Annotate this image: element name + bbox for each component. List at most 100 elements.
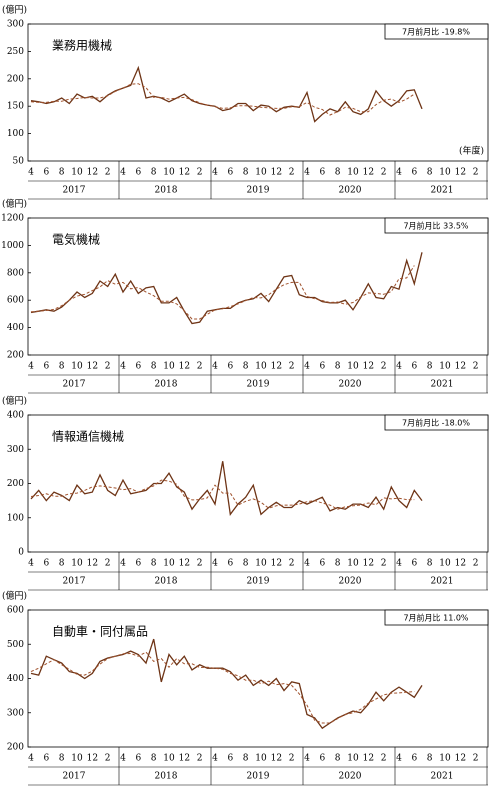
x-tick-label: 8 xyxy=(427,754,433,764)
x-tick-label: 4 xyxy=(120,754,126,764)
year-label: 2021 xyxy=(431,577,454,587)
annotation: 7月前月比 -19.8% xyxy=(402,27,470,37)
x-tick-label: 6 xyxy=(411,168,417,178)
year-label: 2019 xyxy=(247,380,270,390)
y-tick-label: 200 xyxy=(7,479,24,489)
y-tick-label: 1200 xyxy=(1,214,24,224)
x-tick-label: 12 xyxy=(455,559,466,569)
x-tick-label: 2 xyxy=(473,362,479,372)
x-tick-label: 4 xyxy=(120,559,126,569)
x-tick-label: 10 xyxy=(439,559,451,569)
y-tick-label: 500 xyxy=(7,640,24,650)
x-tick-label: 8 xyxy=(59,559,65,569)
x-tick-label: 12 xyxy=(271,362,282,372)
x-tick-label: 2 xyxy=(105,754,111,764)
x-tick-label: 10 xyxy=(163,362,175,372)
year-label: 2020 xyxy=(339,380,362,390)
year-label: 2021 xyxy=(431,772,454,782)
x-tick-label: 6 xyxy=(319,754,325,764)
chart-title: 業務用機械 xyxy=(52,38,112,53)
x-tick-label: 4 xyxy=(396,559,402,569)
x-tick-label: 12 xyxy=(179,559,190,569)
x-tick-label: 2 xyxy=(473,559,479,569)
x-tick-label: 6 xyxy=(227,362,233,372)
x-tick-label: 8 xyxy=(427,362,433,372)
annotation-box xyxy=(384,23,489,40)
y-axis-unit: (億円) xyxy=(2,590,27,602)
x-tick-label: 4 xyxy=(212,168,218,178)
x-tick-label: 10 xyxy=(439,362,451,372)
annotation: 7月前月比 -18.0% xyxy=(402,418,470,428)
chart-title: 電気機械 xyxy=(52,232,100,247)
trend-line xyxy=(30,83,415,116)
annotation-box xyxy=(384,609,489,626)
year-label: 2017 xyxy=(63,186,86,196)
x-tick-label: 12 xyxy=(455,168,466,178)
x-tick-label: 6 xyxy=(43,754,49,764)
x-tick-label: 2 xyxy=(381,362,387,372)
x-tick-label: 10 xyxy=(255,754,267,764)
x-tick-label: 8 xyxy=(151,362,157,372)
x-tick-label: 6 xyxy=(135,362,141,372)
x-tick-label: 2 xyxy=(197,559,203,569)
x-tick-label: 12 xyxy=(363,362,374,372)
y-tick-label: 0 xyxy=(18,548,24,558)
x-tick-label: 12 xyxy=(271,168,282,178)
year-label: 2020 xyxy=(339,186,362,196)
x-tick-label: 10 xyxy=(163,559,175,569)
x-tick-label: 12 xyxy=(455,754,466,764)
y-tick-label: 50 xyxy=(13,157,25,167)
y-tick-label: 300 xyxy=(7,20,24,30)
x-tick-label: 6 xyxy=(227,168,233,178)
year-label: 2019 xyxy=(247,186,270,196)
annotation-box xyxy=(384,217,489,234)
x-tick-label: 8 xyxy=(59,754,65,764)
x-tick-label: 4 xyxy=(120,362,126,372)
x-tick-label: 4 xyxy=(304,559,310,569)
x-tick-label: 4 xyxy=(396,362,402,372)
x-tick-label: 10 xyxy=(347,168,359,178)
y-tick-label: 200 xyxy=(7,351,24,361)
y-tick-label: 200 xyxy=(7,74,24,84)
x-tick-label: 4 xyxy=(212,559,218,569)
x-tick-label: 6 xyxy=(411,754,417,764)
trend-line xyxy=(30,651,415,724)
x-tick-label: 8 xyxy=(151,168,157,178)
chart-title: 自動車・同付属品 xyxy=(52,625,148,639)
x-tick-label: 12 xyxy=(87,168,98,178)
y-tick-label: 1000 xyxy=(1,241,24,251)
x-tick-label: 10 xyxy=(255,559,267,569)
x-tick-label: 8 xyxy=(335,559,341,569)
trend-line xyxy=(30,479,415,510)
x-tick-label: 4 xyxy=(28,362,34,372)
x-tick-label: 12 xyxy=(179,754,190,764)
x-tick-label: 2 xyxy=(289,168,295,178)
x-tick-label: 10 xyxy=(347,362,359,372)
y-tick-label: 100 xyxy=(7,513,24,523)
year-label: 2018 xyxy=(155,380,178,390)
data-line xyxy=(30,65,423,123)
y-tick-label: 150 xyxy=(7,102,24,112)
x-tick-label: 10 xyxy=(71,559,83,569)
data-line xyxy=(30,252,423,325)
y-axis-unit: (億円) xyxy=(2,4,27,16)
x-tick-label: 10 xyxy=(163,168,175,178)
y-tick-label: 600 xyxy=(7,296,24,306)
x-tick-label: 8 xyxy=(335,168,341,178)
x-tick-label: 4 xyxy=(304,362,310,372)
x-tick-label: 10 xyxy=(255,362,267,372)
x-tick-label: 4 xyxy=(304,754,310,764)
x-tick-label: 8 xyxy=(427,168,433,178)
x-tick-label: 12 xyxy=(87,362,98,372)
x-tick-label: 8 xyxy=(151,559,157,569)
x-tick-label: 6 xyxy=(319,362,325,372)
x-tick-label: 4 xyxy=(396,754,402,764)
x-tick-label: 2 xyxy=(105,559,111,569)
x-tick-label: 10 xyxy=(255,168,267,178)
x-tick-label: 12 xyxy=(87,559,98,569)
x-tick-label: 12 xyxy=(363,168,374,178)
x-tick-label: 4 xyxy=(28,168,34,178)
x-tick-label: 10 xyxy=(439,754,451,764)
x-tick-label: 8 xyxy=(243,362,249,372)
